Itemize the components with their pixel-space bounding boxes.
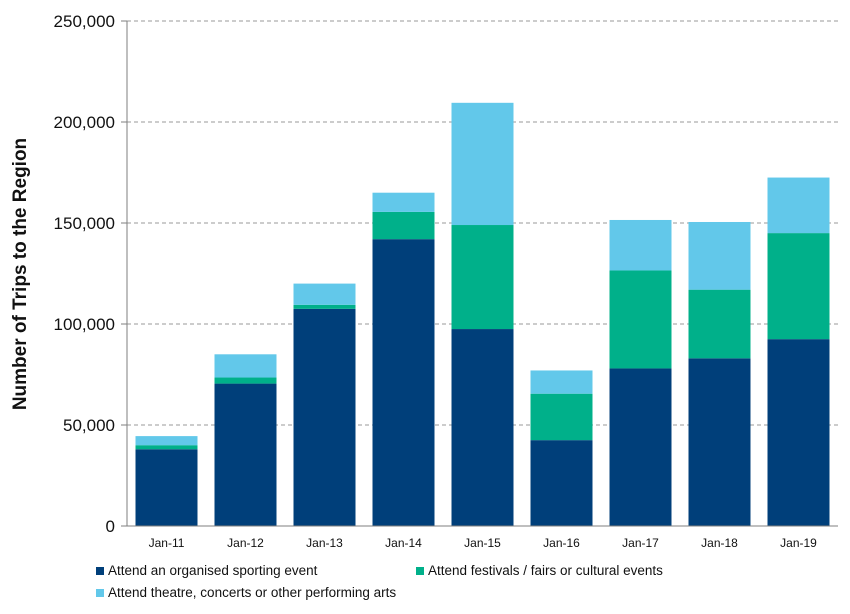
bar-festivals-jan-12 — [214, 377, 277, 384]
x-tick-label: Jan-13 — [306, 536, 343, 550]
legend-swatch-theatre — [96, 588, 104, 597]
y-tick-label: 0 — [106, 517, 115, 536]
x-tick-label: Jan-11 — [149, 536, 185, 550]
y-tick-labels: 0 50,000 100,000 150,000 200,000 250,000 — [54, 12, 115, 536]
legend-label-sporting: Attend an organised sporting event — [108, 563, 318, 578]
bar-theatre-jan-14 — [372, 192, 435, 212]
bar-sporting-jan-11 — [135, 449, 198, 526]
x-tick-label: Jan-17 — [622, 536, 659, 550]
bar-festivals-jan-13 — [293, 304, 356, 309]
legend-label-theatre: Attend theatre, concerts or other perfor… — [108, 585, 397, 600]
y-tick-label: 100,000 — [54, 315, 115, 334]
bars — [135, 102, 830, 526]
bar-sporting-jan-16 — [530, 440, 593, 526]
bar-sporting-jan-15 — [451, 329, 514, 526]
bar-theatre-jan-18 — [688, 221, 751, 290]
bar-festivals-jan-16 — [530, 393, 593, 441]
x-tick-label: Jan-14 — [385, 536, 422, 550]
y-axis-label: Number of Trips to the Region — [10, 138, 31, 410]
bar-sporting-jan-17 — [609, 368, 672, 526]
x-tick-label: Jan-18 — [701, 536, 738, 550]
bar-theatre-jan-17 — [609, 219, 672, 271]
bar-sporting-jan-19 — [767, 339, 830, 526]
bar-festivals-jan-14 — [372, 211, 435, 240]
bar-sporting-jan-13 — [293, 308, 356, 526]
bar-theatre-jan-19 — [767, 177, 830, 234]
bar-festivals-jan-19 — [767, 233, 830, 340]
x-tick-label: Jan-19 — [780, 536, 817, 550]
legend-item-festivals: Attend festivals / fairs or cultural eve… — [416, 563, 663, 578]
bar-sporting-jan-12 — [214, 383, 277, 526]
legend-swatch-festivals — [416, 566, 424, 575]
x-tick-label: Jan-16 — [543, 536, 580, 550]
bar-theatre-jan-13 — [293, 283, 356, 305]
legend-swatch-sporting — [96, 566, 104, 575]
bar-festivals-jan-11 — [135, 445, 198, 450]
y-tick-label: 250,000 — [54, 12, 115, 31]
bar-theatre-jan-16 — [530, 370, 593, 394]
bar-theatre-jan-11 — [135, 436, 198, 446]
bar-festivals-jan-15 — [451, 225, 514, 330]
y-tick-label: 200,000 — [54, 113, 115, 132]
bar-theatre-jan-12 — [214, 354, 277, 378]
y-tick-label: 150,000 — [54, 214, 115, 233]
y-tick-label: 50,000 — [63, 416, 115, 435]
legend-item-theatre: Attend theatre, concerts or other perfor… — [96, 585, 396, 600]
bar-festivals-jan-18 — [688, 289, 751, 359]
x-tick-label: Jan-12 — [227, 536, 264, 550]
legend-label-festivals: Attend festivals / fairs or cultural eve… — [428, 563, 663, 578]
bar-theatre-jan-15 — [451, 102, 514, 226]
x-tick-labels: Jan-11 Jan-12 Jan-13 Jan-14 Jan-15 Jan-16 Jan-… — [149, 536, 818, 550]
gridlines — [121, 20, 838, 527]
bar-festivals-jan-17 — [609, 270, 672, 369]
x-tick-label: Jan-15 — [464, 536, 501, 550]
bar-sporting-jan-14 — [372, 239, 435, 526]
bar-sporting-jan-18 — [688, 358, 751, 526]
axes — [126, 21, 838, 527]
legend-item-sporting: Attend an organised sporting event — [96, 563, 317, 578]
